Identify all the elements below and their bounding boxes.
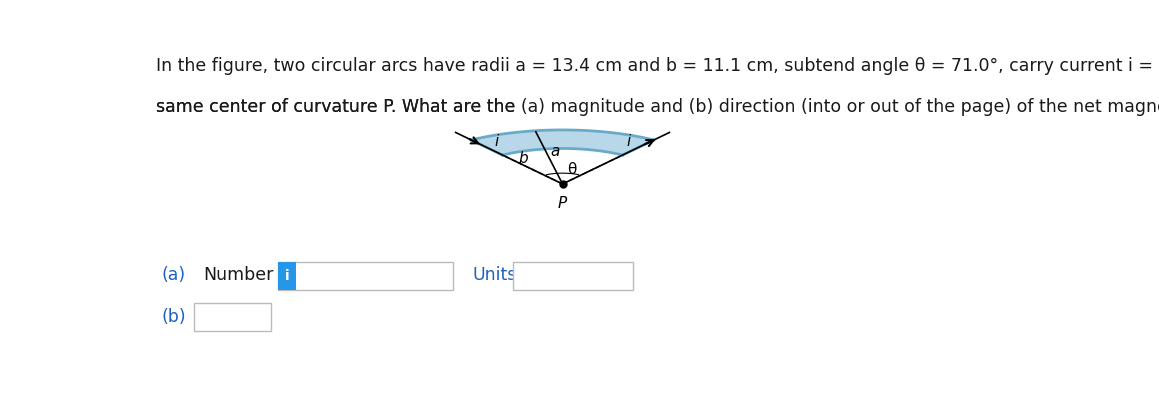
Text: i: i: [284, 269, 289, 283]
Text: same center of curvature P. What are the (a) magnitude and (b) direction (into o: same center of curvature P. What are the…: [155, 97, 1159, 115]
Text: In the figure, two circular arcs have radii a = 13.4 cm and b = 11.1 cm, subtend: In the figure, two circular arcs have ra…: [155, 57, 1159, 75]
FancyBboxPatch shape: [278, 262, 296, 290]
Text: P: P: [557, 196, 567, 211]
Text: ∨: ∨: [255, 310, 264, 323]
Text: (a): (a): [161, 266, 185, 284]
Text: i: i: [626, 134, 630, 149]
Text: Number: Number: [203, 266, 274, 284]
Text: (b): (b): [161, 308, 185, 326]
FancyBboxPatch shape: [513, 262, 633, 290]
FancyBboxPatch shape: [195, 303, 271, 331]
Text: Units: Units: [473, 266, 517, 284]
Text: i: i: [495, 134, 498, 149]
Text: ∨: ∨: [618, 269, 626, 282]
Text: same center of curvature P. What are the: same center of curvature P. What are the: [155, 97, 520, 115]
FancyBboxPatch shape: [278, 262, 453, 290]
Text: a: a: [551, 144, 560, 159]
Polygon shape: [472, 130, 654, 155]
Text: θ: θ: [567, 162, 576, 177]
Text: b: b: [519, 151, 529, 166]
